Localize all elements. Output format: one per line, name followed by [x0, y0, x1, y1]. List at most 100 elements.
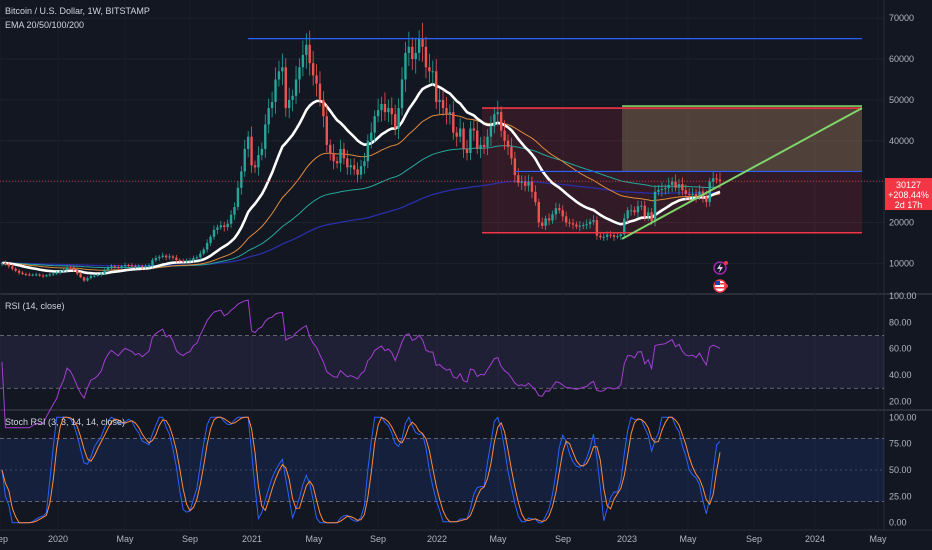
- target-zone: [622, 108, 862, 172]
- candle: [4, 262, 7, 265]
- candle: [506, 140, 510, 147]
- candle: [694, 193, 698, 196]
- candle: [199, 253, 202, 258]
- candle: [257, 155, 260, 168]
- candle: [294, 79, 298, 96]
- time-tick-label: 2022: [427, 534, 447, 544]
- candle: [202, 249, 205, 254]
- candle: [684, 190, 688, 194]
- candle: [431, 71, 434, 73]
- candle: [346, 158, 349, 168]
- candle: [667, 184, 670, 189]
- candle: [137, 266, 140, 268]
- time-tick-label: 2021: [242, 534, 262, 544]
- candle: [349, 165, 352, 168]
- candle: [397, 108, 400, 129]
- candle: [688, 193, 691, 195]
- stoch-tick-label: 25.00: [889, 491, 912, 501]
- stoch-tick-label: 75.00: [889, 439, 912, 449]
- candle: [571, 223, 575, 225]
- candle: [243, 148, 246, 172]
- candle: [435, 71, 438, 102]
- stoch-d-line: [1, 416, 721, 524]
- candle: [233, 206, 236, 215]
- time-tick-label: May: [489, 534, 507, 544]
- bar-countdown: 2d 17h: [894, 200, 923, 210]
- candle: [332, 153, 335, 162]
- time-tick-label: Sep: [555, 534, 571, 544]
- candle: [120, 266, 123, 268]
- candle: [400, 79, 404, 109]
- candle: [209, 236, 212, 243]
- candle: [452, 112, 455, 133]
- candle: [96, 274, 99, 276]
- candle: [564, 216, 568, 223]
- candle: [93, 275, 96, 277]
- candle: [674, 181, 677, 188]
- candle: [192, 258, 195, 261]
- candle: [240, 171, 243, 188]
- candle: [113, 266, 117, 268]
- candle: [284, 67, 287, 109]
- drawn-levels: [0, 38, 884, 240]
- candle: [315, 75, 318, 84]
- candle: [705, 196, 708, 203]
- candle: [342, 148, 346, 159]
- candle: [411, 46, 414, 60]
- candle: [643, 205, 646, 217]
- candle: [445, 108, 448, 115]
- candle: [24, 274, 28, 276]
- price-zones: [482, 108, 862, 233]
- candle: [681, 184, 684, 191]
- candle: [605, 234, 609, 237]
- candle: [270, 101, 274, 109]
- candle: [393, 114, 397, 129]
- us-flag-icon[interactable]: [713, 279, 728, 293]
- candle: [421, 38, 424, 47]
- candle: [657, 189, 660, 192]
- candles: [0, 22, 722, 282]
- candle: [479, 144, 482, 149]
- stoch-tick-label: 0.00: [889, 518, 907, 528]
- candle: [106, 267, 110, 271]
- rsi-band-fill: [0, 335, 884, 389]
- candle: [541, 222, 544, 226]
- candle: [503, 130, 506, 141]
- stoch-k-line: [1, 416, 721, 524]
- candle: [527, 181, 530, 186]
- candle: [660, 189, 664, 191]
- candle: [99, 273, 103, 275]
- candle: [698, 191, 701, 196]
- ema-indicator-label: EMA 20/50/100/200: [5, 20, 85, 30]
- candle: [103, 270, 106, 274]
- candle: [161, 255, 164, 257]
- candle: [154, 258, 158, 261]
- candle: [407, 46, 411, 53]
- candle: [520, 181, 523, 183]
- candle: [134, 265, 137, 267]
- price-badge: [885, 178, 932, 210]
- time-tick-label: Sep: [746, 534, 762, 544]
- candle: [612, 235, 616, 237]
- candle: [298, 67, 301, 80]
- rsi-tick-label: 20.00: [889, 396, 912, 406]
- stoch-tick-label: 100.00: [889, 412, 917, 422]
- lightning-icon[interactable]: [713, 261, 728, 275]
- candle: [448, 112, 452, 115]
- candle: [322, 99, 325, 117]
- candle: [305, 44, 308, 55]
- candle: [462, 128, 465, 149]
- candle: [288, 99, 291, 109]
- candle: [469, 128, 472, 154]
- candle: [458, 128, 462, 137]
- candle: [329, 144, 332, 154]
- candle: [58, 271, 62, 273]
- candle: [236, 187, 240, 207]
- time-tick-label: 2024: [805, 534, 825, 544]
- candle: [523, 181, 527, 186]
- price-tick-label: 70000: [889, 13, 914, 23]
- candle: [205, 242, 209, 250]
- candle: [465, 148, 469, 154]
- candle: [267, 108, 270, 125]
